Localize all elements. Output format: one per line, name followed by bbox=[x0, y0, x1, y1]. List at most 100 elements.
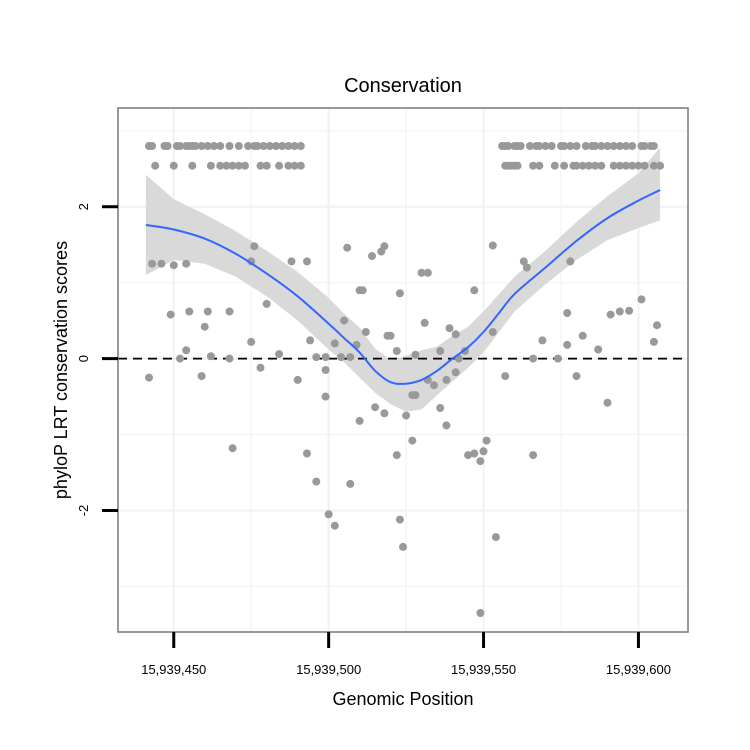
data-point bbox=[145, 373, 153, 382]
data-point bbox=[560, 142, 569, 150]
data-point bbox=[343, 243, 352, 252]
data-point bbox=[346, 479, 355, 488]
data-point bbox=[513, 161, 522, 170]
y-tick-label: 0 bbox=[76, 355, 91, 362]
data-point bbox=[206, 352, 215, 361]
data-point bbox=[622, 161, 630, 170]
data-point bbox=[628, 142, 637, 150]
x-tick-label: 15,939,450 bbox=[141, 662, 206, 677]
data-point bbox=[488, 328, 497, 336]
data-point bbox=[529, 354, 538, 363]
data-point bbox=[361, 328, 370, 336]
data-point bbox=[392, 451, 401, 460]
data-point bbox=[436, 404, 445, 412]
data-point bbox=[330, 339, 339, 348]
x-axis-ticks: 15,939,450 15,939,500 15,939,550 15,939,600 bbox=[141, 632, 671, 677]
x-axis-title: Genomic Position bbox=[332, 689, 473, 709]
data-point bbox=[609, 161, 618, 170]
data-point bbox=[265, 142, 274, 150]
data-point bbox=[470, 449, 479, 458]
data-point bbox=[553, 354, 562, 363]
data-point bbox=[203, 142, 212, 150]
data-point bbox=[191, 142, 200, 150]
data-point bbox=[176, 142, 184, 150]
data-point bbox=[395, 289, 404, 298]
data-point bbox=[445, 324, 454, 333]
data-point bbox=[504, 142, 513, 150]
data-point bbox=[262, 161, 271, 170]
data-point bbox=[615, 142, 624, 150]
data-point bbox=[197, 372, 206, 381]
data-point bbox=[337, 353, 345, 362]
data-point bbox=[340, 316, 349, 325]
data-point bbox=[563, 340, 572, 349]
data-point bbox=[479, 447, 488, 456]
data-point bbox=[163, 142, 172, 150]
y-tick-label: 2 bbox=[76, 203, 91, 210]
data-point bbox=[581, 142, 590, 150]
data-point bbox=[148, 259, 157, 268]
data-point bbox=[278, 142, 287, 150]
data-point bbox=[594, 345, 603, 354]
data-point bbox=[225, 307, 234, 316]
data-point bbox=[182, 346, 191, 355]
data-point bbox=[640, 142, 649, 150]
data-point bbox=[321, 366, 330, 374]
data-point bbox=[306, 336, 315, 345]
data-point bbox=[358, 286, 367, 295]
data-point bbox=[197, 142, 206, 150]
data-point bbox=[637, 295, 646, 304]
data-point bbox=[591, 142, 600, 150]
data-point bbox=[560, 161, 569, 170]
data-point bbox=[411, 391, 420, 400]
data-point bbox=[228, 444, 237, 453]
data-point bbox=[442, 421, 451, 430]
data-point bbox=[296, 142, 305, 150]
data-point bbox=[591, 161, 600, 170]
data-point bbox=[284, 161, 293, 170]
data-point bbox=[402, 411, 411, 420]
data-point bbox=[451, 368, 460, 377]
data-point bbox=[501, 372, 510, 381]
data-point bbox=[615, 307, 624, 316]
x-tick-label: 15,939,600 bbox=[606, 662, 671, 677]
data-point bbox=[649, 337, 658, 346]
data-point bbox=[262, 299, 271, 308]
data-point bbox=[330, 521, 339, 530]
smooth-fit-line bbox=[145, 189, 661, 385]
data-point bbox=[225, 142, 234, 150]
data-point bbox=[538, 336, 547, 345]
data-point bbox=[411, 350, 420, 359]
data-point bbox=[303, 449, 311, 458]
data-point bbox=[640, 161, 649, 170]
data-point bbox=[408, 436, 417, 445]
data-point bbox=[272, 142, 280, 150]
data-point bbox=[253, 142, 262, 150]
data-point bbox=[287, 257, 296, 266]
y-axis-ticks: -2 0 2 bbox=[76, 203, 118, 516]
data-point bbox=[234, 161, 243, 170]
data-point bbox=[290, 161, 299, 170]
data-point bbox=[628, 161, 637, 170]
data-point bbox=[566, 257, 575, 266]
data-point bbox=[615, 161, 624, 170]
data-point bbox=[547, 142, 556, 150]
data-point bbox=[216, 161, 225, 170]
data-point bbox=[516, 142, 525, 150]
data-point bbox=[482, 436, 491, 445]
data-point bbox=[656, 161, 665, 170]
y-tick-label: -2 bbox=[76, 505, 91, 517]
data-point bbox=[566, 142, 575, 150]
data-point bbox=[392, 347, 401, 355]
data-point bbox=[476, 457, 485, 466]
y-axis-title: phyloP LRT conservation scores bbox=[51, 241, 71, 499]
data-point bbox=[470, 286, 479, 295]
data-point bbox=[597, 161, 606, 170]
data-point bbox=[442, 375, 451, 384]
data-point bbox=[166, 310, 175, 319]
data-point bbox=[200, 322, 209, 331]
data-point bbox=[541, 142, 550, 150]
data-point bbox=[324, 510, 333, 519]
data-point bbox=[303, 257, 311, 266]
data-point bbox=[241, 161, 249, 170]
